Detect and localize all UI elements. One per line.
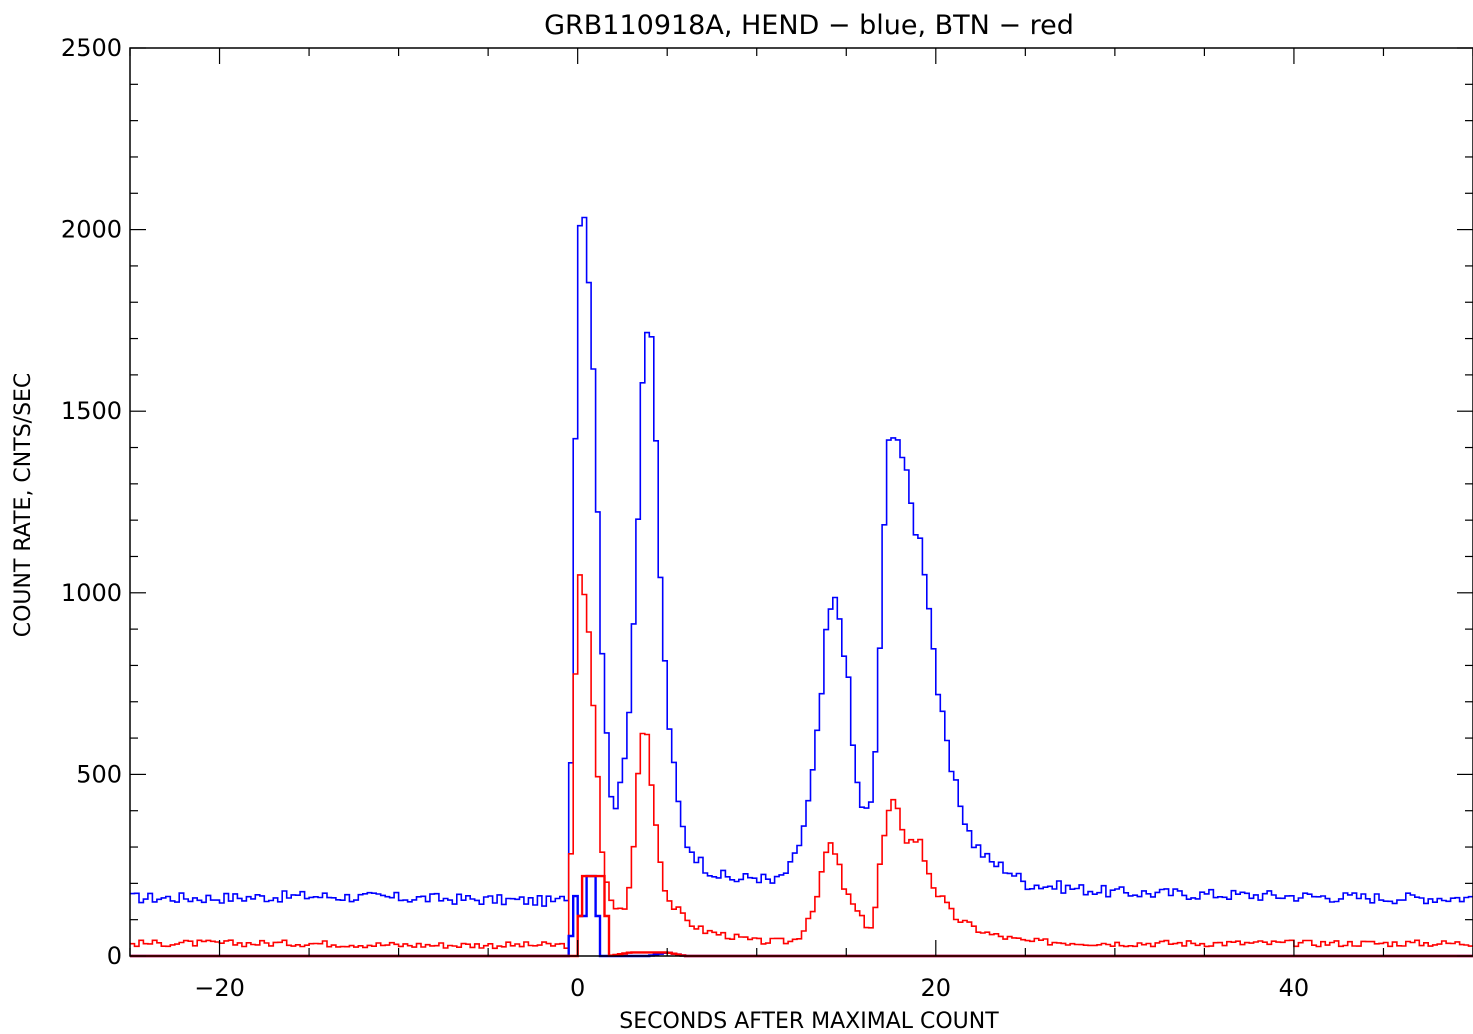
x-tick-label: 0 <box>570 974 585 1002</box>
x-tick-label: 20 <box>921 974 952 1002</box>
y-tick-label: 1500 <box>61 397 122 425</box>
y-tick-label: 0 <box>107 942 122 970</box>
plot-frame <box>129 47 1473 957</box>
ticks-layer: −20 0 20 40 0 500 1000 1500 2000 2500 <box>61 34 1473 1002</box>
y-tick-label: 1000 <box>61 579 122 607</box>
y-tick-label: 500 <box>76 760 122 788</box>
series-1-line <box>130 574 1473 950</box>
x-axis-title: SECONDS AFTER MAXIMAL COUNT <box>619 1009 999 1034</box>
x-tick-label: −20 <box>194 974 245 1002</box>
series-layer <box>130 216 1473 958</box>
y-tick-label: 2000 <box>61 216 122 244</box>
x-tick-label: 40 <box>1279 974 1310 1002</box>
series-0-line <box>130 216 1473 907</box>
y-tick-label: 2500 <box>61 34 122 62</box>
chart-title: GRB110918A, HEND − blue, BTN − red <box>544 10 1074 41</box>
y-axis-title: COUNT RATE, CNTS/SEC <box>11 373 36 638</box>
